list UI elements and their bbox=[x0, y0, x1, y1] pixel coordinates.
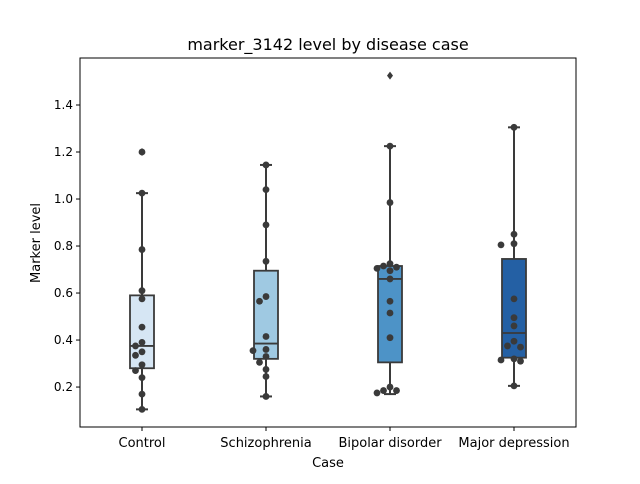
data-point bbox=[373, 389, 381, 397]
data-point bbox=[262, 221, 270, 229]
data-point bbox=[517, 343, 524, 351]
data-point bbox=[262, 257, 270, 265]
data-point bbox=[386, 267, 394, 275]
data-point bbox=[497, 356, 505, 364]
data-point bbox=[138, 374, 146, 382]
data-point bbox=[138, 361, 146, 369]
data-point bbox=[380, 262, 387, 270]
data-point bbox=[138, 189, 146, 197]
data-point bbox=[262, 293, 270, 300]
box-iqr bbox=[129, 294, 155, 370]
data-point bbox=[386, 142, 394, 150]
data-point bbox=[386, 383, 394, 391]
data-point bbox=[510, 295, 518, 303]
data-point bbox=[386, 297, 394, 305]
data-point bbox=[132, 342, 139, 350]
y-tick-label: 0.2 bbox=[54, 380, 73, 394]
data-point bbox=[510, 355, 518, 363]
data-point bbox=[262, 333, 270, 340]
data-point bbox=[386, 309, 394, 317]
data-point bbox=[517, 357, 524, 365]
y-axis-label: Marker level bbox=[29, 203, 44, 283]
data-point bbox=[393, 387, 400, 394]
data-point bbox=[510, 123, 518, 131]
data-point bbox=[132, 351, 139, 359]
data-point bbox=[262, 161, 270, 169]
data-point bbox=[138, 295, 146, 303]
x-tick-label: Major depression bbox=[458, 436, 569, 451]
y-tick-label: 0.4 bbox=[54, 333, 73, 347]
y-tick-label: 1.0 bbox=[54, 192, 73, 206]
data-point bbox=[386, 334, 394, 342]
data-point bbox=[262, 353, 270, 360]
data-point bbox=[504, 342, 511, 350]
x-tick-label: Schizophrenia bbox=[220, 436, 311, 451]
data-point bbox=[132, 367, 139, 374]
plot-area: 0.2 0.4 0.6 0.8 1.0 1.2 1.4 Control Schizophreni… bbox=[54, 57, 577, 451]
data-point bbox=[386, 260, 394, 268]
data-point bbox=[510, 382, 518, 390]
x-axis-label: Case bbox=[312, 456, 344, 471]
y-tick-label: 1.4 bbox=[54, 98, 73, 112]
x-tick-label: Bipolar disorder bbox=[338, 436, 442, 451]
plot-frame bbox=[79, 57, 577, 428]
data-point bbox=[373, 264, 381, 272]
data-point bbox=[510, 240, 518, 248]
y-tick-label: 0.8 bbox=[54, 239, 73, 253]
data-point bbox=[510, 314, 518, 322]
data-point bbox=[138, 246, 146, 253]
data-point bbox=[138, 348, 146, 356]
data-point bbox=[138, 390, 146, 398]
data-point bbox=[138, 287, 146, 295]
data-point bbox=[256, 297, 263, 305]
data-point bbox=[386, 275, 394, 283]
data-point bbox=[380, 387, 387, 394]
data-point bbox=[510, 337, 518, 345]
data-point bbox=[138, 323, 146, 331]
data-point bbox=[262, 373, 270, 380]
data-point bbox=[138, 148, 146, 156]
chart-title: marker_3142 level by disease case bbox=[187, 35, 468, 55]
data-point bbox=[138, 338, 146, 346]
data-point bbox=[386, 199, 394, 206]
y-tick-label: 1.2 bbox=[54, 145, 73, 159]
data-point bbox=[262, 346, 270, 353]
data-point bbox=[249, 347, 257, 355]
data-point bbox=[262, 186, 270, 194]
data-point bbox=[138, 405, 146, 413]
data-point bbox=[497, 241, 505, 249]
outlier-marker bbox=[387, 71, 393, 80]
data-point bbox=[262, 366, 270, 373]
y-tick-label: 0.6 bbox=[54, 286, 73, 300]
data-point bbox=[510, 230, 518, 238]
data-point bbox=[256, 358, 263, 366]
x-tick-label: Control bbox=[119, 436, 166, 451]
box-iqr bbox=[253, 269, 279, 360]
data-point bbox=[393, 263, 400, 271]
data-point bbox=[262, 393, 270, 400]
data-point bbox=[510, 322, 518, 330]
